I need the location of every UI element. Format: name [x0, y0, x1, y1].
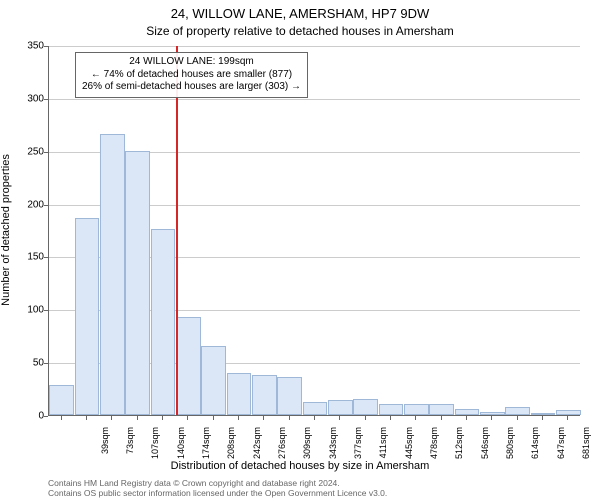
x-tick-mark	[441, 416, 442, 420]
annotation-box: 24 WILLOW LANE: 199sqm← 74% of detached …	[75, 52, 308, 98]
histogram-bar	[480, 412, 505, 415]
annotation-line: 26% of semi-detached houses are larger (…	[82, 81, 301, 94]
histogram-bar	[125, 151, 150, 415]
chart-title-address: 24, WILLOW LANE, AMERSHAM, HP7 9DW	[0, 6, 600, 21]
histogram-bar	[379, 404, 404, 415]
x-tick-mark	[466, 416, 467, 420]
histogram-bar	[49, 385, 74, 415]
attribution-line: Contains HM Land Registry data © Crown c…	[48, 478, 387, 488]
y-tick-mark	[44, 257, 48, 258]
plot-area	[48, 46, 580, 416]
y-tick-label: 350	[4, 41, 44, 52]
x-tick-mark	[542, 416, 543, 420]
histogram-bar	[429, 404, 454, 415]
x-tick-mark	[289, 416, 290, 420]
y-tick-label: 150	[4, 252, 44, 263]
y-tick-label: 250	[4, 146, 44, 157]
histogram-bar	[75, 218, 100, 415]
y-axis-label: Number of detached properties	[0, 154, 12, 306]
y-tick-mark	[44, 99, 48, 100]
x-tick-mark	[415, 416, 416, 420]
histogram-bar	[328, 400, 353, 415]
attribution-text: Contains HM Land Registry data © Crown c…	[48, 478, 387, 498]
x-axis-label: Distribution of detached houses by size …	[0, 460, 600, 472]
x-tick-mark	[517, 416, 518, 420]
y-tick-label: 0	[4, 411, 44, 422]
x-tick-mark	[238, 416, 239, 420]
y-tick-mark	[44, 46, 48, 47]
histogram-bar	[227, 373, 252, 415]
x-tick-mark	[137, 416, 138, 420]
histogram-bar	[201, 346, 226, 415]
y-tick-mark	[44, 205, 48, 206]
chart-container: 24, WILLOW LANE, AMERSHAM, HP7 9DW Size …	[0, 0, 600, 500]
annotation-line: ← 74% of detached houses are smaller (87…	[82, 69, 301, 82]
x-tick-mark	[365, 416, 366, 420]
gridline-h	[49, 99, 580, 100]
y-tick-mark	[44, 152, 48, 153]
x-tick-mark	[111, 416, 112, 420]
x-tick-mark	[187, 416, 188, 420]
histogram-bar	[404, 404, 429, 415]
y-tick-label: 300	[4, 93, 44, 104]
x-tick-mark	[263, 416, 264, 420]
y-tick-label: 200	[4, 199, 44, 210]
histogram-bar	[556, 410, 581, 415]
histogram-bar	[252, 375, 277, 415]
y-tick-label: 100	[4, 305, 44, 316]
histogram-bar	[277, 377, 302, 415]
chart-title-description: Size of property relative to detached ho…	[0, 24, 600, 38]
x-tick-mark	[86, 416, 87, 420]
gridline-h	[49, 46, 580, 47]
x-tick-mark	[213, 416, 214, 420]
histogram-bar	[176, 317, 201, 415]
histogram-bar	[100, 134, 125, 415]
x-tick-mark	[390, 416, 391, 420]
x-tick-mark	[491, 416, 492, 420]
histogram-bar	[151, 229, 176, 415]
histogram-bar	[455, 409, 480, 415]
y-tick-mark	[44, 416, 48, 417]
attribution-line: Contains OS public sector information li…	[48, 488, 387, 498]
y-tick-label: 50	[4, 358, 44, 369]
histogram-bar	[531, 413, 556, 415]
marker-line	[176, 46, 178, 415]
annotation-line: 24 WILLOW LANE: 199sqm	[82, 56, 301, 69]
y-tick-mark	[44, 310, 48, 311]
y-tick-mark	[44, 363, 48, 364]
x-tick-mark	[339, 416, 340, 420]
histogram-bar	[353, 399, 378, 415]
x-tick-mark	[314, 416, 315, 420]
x-tick-mark	[162, 416, 163, 420]
x-tick-mark	[567, 416, 568, 420]
histogram-bar	[505, 407, 530, 415]
x-tick-mark	[61, 416, 62, 420]
histogram-bar	[303, 402, 328, 415]
